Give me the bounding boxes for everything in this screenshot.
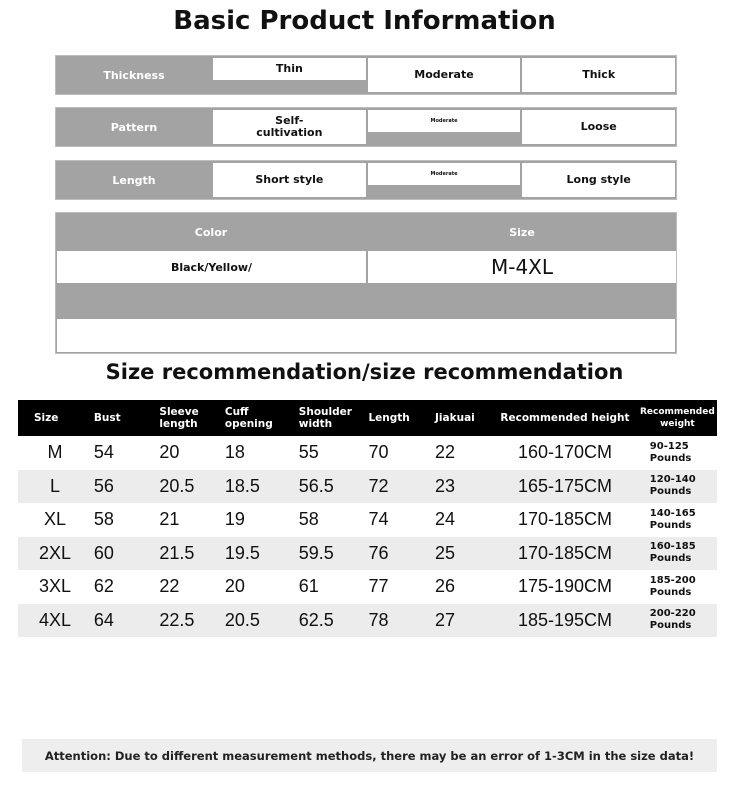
table-cell: 54 — [93, 442, 114, 463]
table-header-row: Size Bust Sleeve length Cuff opening Shoulde… — [18, 400, 717, 436]
blank-row — [57, 319, 675, 352]
table-cell: 19.5 — [222, 536, 297, 570]
table-cell: M — [47, 442, 63, 463]
size-label: Size — [509, 225, 535, 239]
column-header: Recommended height — [492, 400, 636, 436]
feature-label: Thickness — [103, 68, 165, 82]
table-cell: 22 — [159, 576, 180, 597]
table-row: 2XL 60 21.5 19.5 59.5 76 25 170-185CM 160-185 Po… — [18, 536, 717, 570]
column-header: Size — [18, 400, 92, 436]
feature-option: Long style — [522, 163, 676, 197]
table-cell: 62 — [93, 576, 114, 597]
column-header: Jiakuai — [433, 400, 493, 436]
table-cell: 21 — [159, 509, 180, 530]
attention-note: Attention: Due to different measurement … — [22, 739, 717, 772]
size-table: Size Bust Sleeve length Cuff opening Shoulde… — [18, 400, 717, 637]
table-row: L 56 20.5 18.5 56.5 72 23 165-175CM 120-140 Poun… — [18, 469, 717, 503]
selected-option-label: Moderate — [367, 163, 521, 185]
table-cell: 74 — [368, 509, 389, 530]
table-cell: 24 — [435, 509, 456, 530]
table-cell: 20.5 — [157, 469, 223, 503]
color-value: Black/Yellow/ — [57, 251, 366, 283]
table-cell: 55 — [298, 442, 319, 463]
table-cell: 20 — [159, 442, 180, 463]
table-cell: 60 — [91, 536, 158, 570]
selected-option-label: Thin — [213, 58, 366, 80]
column-header: Shoulder width — [296, 400, 367, 436]
table-cell: 22 — [435, 442, 456, 463]
table-cell: 64 — [91, 603, 158, 637]
feature-option: Self- cultivation — [213, 110, 366, 144]
table-cell: 70 — [368, 442, 389, 463]
table-cell: 2XL — [18, 536, 92, 570]
feature-option-selected: Thin — [213, 56, 366, 94]
table-cell: 160-170CM — [517, 442, 612, 463]
table-cell: 56.5 — [296, 469, 367, 503]
table-cell: 170-185CM — [492, 536, 636, 570]
color-size-block: Color Size Black/Yellow/ M-4XL — [55, 212, 677, 354]
table-cell: 23 — [433, 469, 493, 503]
table-cell: 18.5 — [222, 469, 297, 503]
column-header: Sleeve length — [157, 400, 223, 436]
feature-label: Pattern — [110, 120, 158, 134]
selected-option-label: Moderate — [367, 110, 521, 132]
table-cell: 175-190CM — [517, 576, 612, 597]
table-cell: 22.5 — [157, 603, 223, 637]
table-cell: 19 — [224, 509, 245, 530]
feature-option: Loose — [522, 110, 676, 144]
page-title: Basic Product Information — [173, 6, 556, 36]
table-cell: 170-185CM — [517, 509, 612, 530]
column-header: Cuff opening — [222, 400, 297, 436]
table-cell: 76 — [366, 536, 434, 570]
feature-option-selected: Moderate — [367, 108, 521, 146]
table-cell: 26 — [435, 576, 456, 597]
table-cell: 185-195CM — [492, 603, 636, 637]
table-cell: 61 — [298, 576, 319, 597]
table-cell: 78 — [366, 603, 434, 637]
feature-row-pattern: Pattern Self- cultivation Moderate Loose — [55, 107, 677, 147]
table-cell: 58 — [298, 509, 319, 530]
feature-row-thickness: Thickness Thin Moderate Thick — [55, 55, 677, 95]
table-cell: 56 — [91, 469, 158, 503]
table-cell: 58 — [93, 509, 114, 530]
feature-label: Length — [112, 173, 156, 187]
table-cell: 27 — [433, 603, 493, 637]
table-cell: 72 — [366, 469, 434, 503]
table-row: 4XL 64 22.5 20.5 62.5 78 27 185-195CM 200-220 Po… — [18, 603, 717, 637]
table-row: M 54 20 18 55 70 22 160-170CM 90-125 Pounds — [18, 436, 717, 470]
color-label: Color — [194, 225, 228, 239]
table-cell: 3XL — [38, 576, 71, 597]
table-cell: 18 — [224, 442, 245, 463]
table-cell: 59.5 — [296, 536, 367, 570]
table-cell: 21.5 — [157, 536, 223, 570]
feature-option: Moderate — [367, 58, 521, 92]
table-cell: 120-140 Pounds — [635, 469, 717, 503]
size-title: Size recommendation/size recommendation — [105, 360, 624, 384]
table-cell: 25 — [433, 536, 493, 570]
table-cell: 200-220 Pounds — [635, 603, 717, 637]
column-header: Recommended weight — [635, 400, 717, 436]
column-header: Length — [366, 400, 434, 436]
table-cell: 160-185 Pounds — [635, 536, 717, 570]
table-cell: L — [18, 469, 92, 503]
table-row: 3XL 62 22 20 61 77 26 175-190CM 185-200 Pounds — [18, 570, 717, 604]
table-row: XL 58 21 19 58 74 24 170-185CM 140-165 Pounds — [18, 503, 717, 537]
table-cell: 77 — [368, 576, 389, 597]
table-cell: 20.5 — [222, 603, 297, 637]
feature-row-length: Length Short style Moderate Long style — [55, 160, 677, 200]
table-cell: 20 — [224, 576, 245, 597]
feature-option-selected: Moderate — [367, 161, 521, 199]
table-cell: 140-165 Pounds — [649, 507, 696, 531]
feature-option: Short style — [213, 163, 366, 197]
size-value: M-4XL — [368, 251, 676, 283]
table-cell: 62.5 — [296, 603, 367, 637]
column-header: Bust — [91, 400, 158, 436]
table-cell: 165-175CM — [492, 469, 636, 503]
table-cell: 90-125 Pounds — [649, 440, 692, 464]
feature-option: Thick — [522, 58, 676, 92]
table-cell: 185-200 Pounds — [649, 574, 696, 598]
table-cell: 4XL — [18, 603, 92, 637]
table-cell: XL — [43, 509, 66, 530]
